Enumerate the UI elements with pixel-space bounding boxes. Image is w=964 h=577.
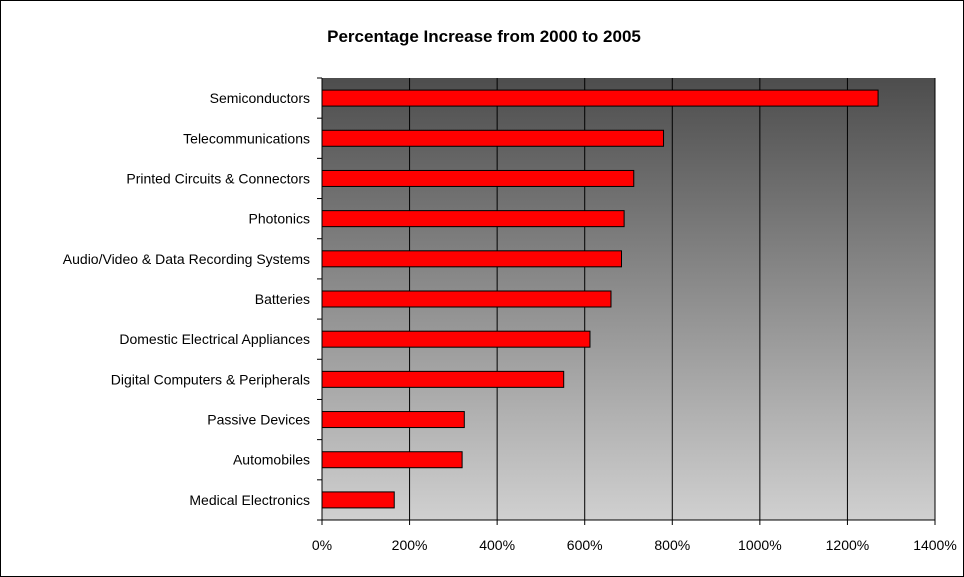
x-tick-label: 400% (479, 537, 515, 553)
chart-title: Percentage Increase from 2000 to 2005 (327, 27, 641, 46)
x-tick-label: 1000% (738, 537, 782, 553)
category-label: Domestic Electrical Appliances (119, 331, 310, 347)
category-label: Telecommunications (183, 130, 310, 146)
bar (321, 370, 565, 388)
category-label: Digital Computers & Peripherals (111, 371, 310, 387)
bar (321, 169, 635, 187)
category-label: Batteries (255, 291, 310, 307)
category-label: Photonics (249, 211, 310, 227)
bar (321, 330, 591, 348)
x-tick-label: 1200% (826, 537, 870, 553)
bar (321, 210, 625, 228)
category-label: Automobiles (233, 452, 310, 468)
x-tick-label: 200% (392, 537, 428, 553)
category-label: Semiconductors (210, 90, 310, 106)
x-tick-label: 800% (654, 537, 690, 553)
category-label: Passive Devices (207, 412, 310, 428)
bar (321, 129, 665, 147)
category-label: Printed Circuits & Connectors (126, 170, 310, 186)
x-tick-label: 600% (567, 537, 603, 553)
bar (321, 451, 463, 469)
category-label: Medical Electronics (189, 492, 310, 508)
bar (321, 491, 395, 509)
bar (321, 290, 612, 308)
bar (321, 89, 879, 107)
x-tick-label: 1400% (913, 537, 957, 553)
x-tick-label: 0% (312, 537, 332, 553)
bar (321, 250, 622, 268)
category-label: Audio/Video & Data Recording Systems (63, 251, 310, 267)
bar (321, 411, 465, 429)
